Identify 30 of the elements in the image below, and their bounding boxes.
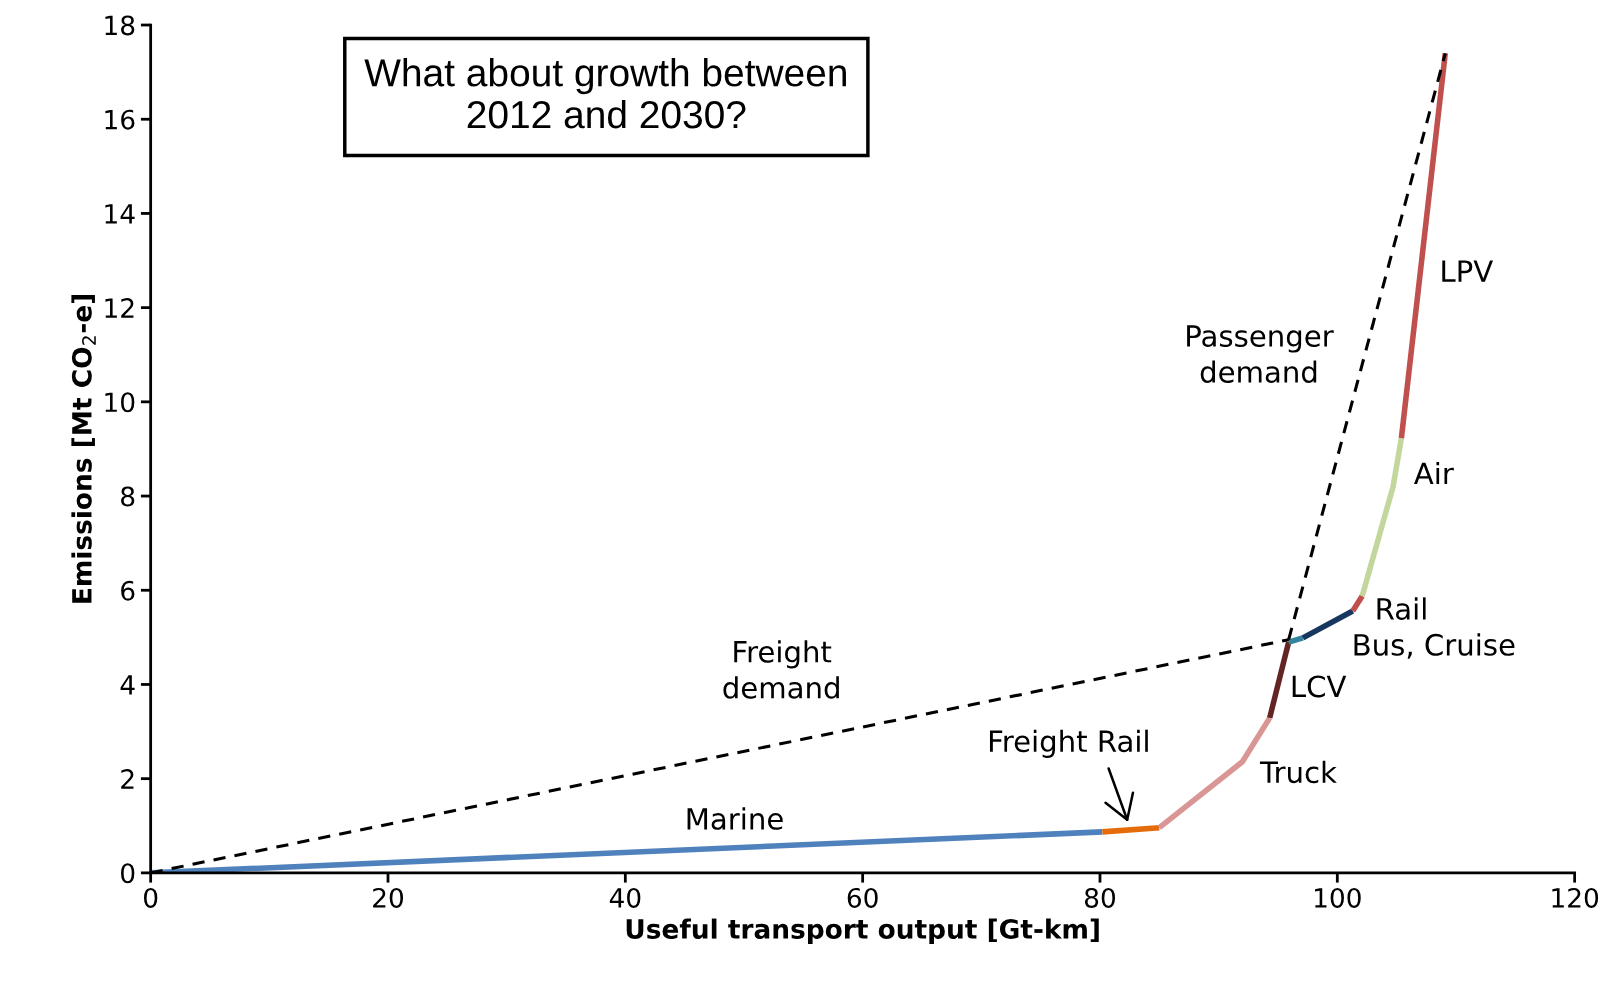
y-tick-label: 14 <box>105 204 135 224</box>
x-tick-label: 0 <box>144 887 158 908</box>
y-tick-label: 10 <box>105 392 135 413</box>
y-tick-label: 8 <box>121 486 135 507</box>
series-label: Truck <box>1259 760 1337 784</box>
y-tick-label: 0 <box>121 863 135 884</box>
x-tick-label: 20 <box>373 887 404 908</box>
y-tick-label: 12 <box>105 298 134 318</box>
y-tick-label: 4 <box>120 675 135 695</box>
y-tick-label: 6 <box>121 580 135 601</box>
x-tick-label: 40 <box>609 887 641 908</box>
y-axis-title: Emissions [Mt CO$_{2}$-e] <box>71 295 96 603</box>
series-label: Rail <box>1377 597 1426 620</box>
text: Freight Rail <box>989 729 1148 758</box>
x-tick-label: 120 <box>1552 887 1599 908</box>
text: What about growth between 2012 and 2030? <box>364 58 846 129</box>
series-label: Bus, Cruise <box>1354 633 1515 659</box>
y-tick-label: 16 <box>105 109 135 130</box>
series-label: LCV <box>1292 675 1347 698</box>
y-tick-label: 2 <box>121 769 134 789</box>
x-axis-title: Useful transport output [Gt-km] <box>626 918 1099 945</box>
series-label: Air <box>1414 461 1454 485</box>
series-label: LPV <box>1442 260 1493 282</box>
x-tick-label: 60 <box>847 887 878 908</box>
series-label: Freight demand <box>723 640 839 699</box>
x-tick-label: 80 <box>1084 887 1116 908</box>
y-tick-label: 18 <box>105 15 135 36</box>
series-label: Marine <box>687 807 783 830</box>
series-label: Passenger demand <box>1187 325 1334 383</box>
x-tick-label: 100 <box>1315 887 1361 908</box>
